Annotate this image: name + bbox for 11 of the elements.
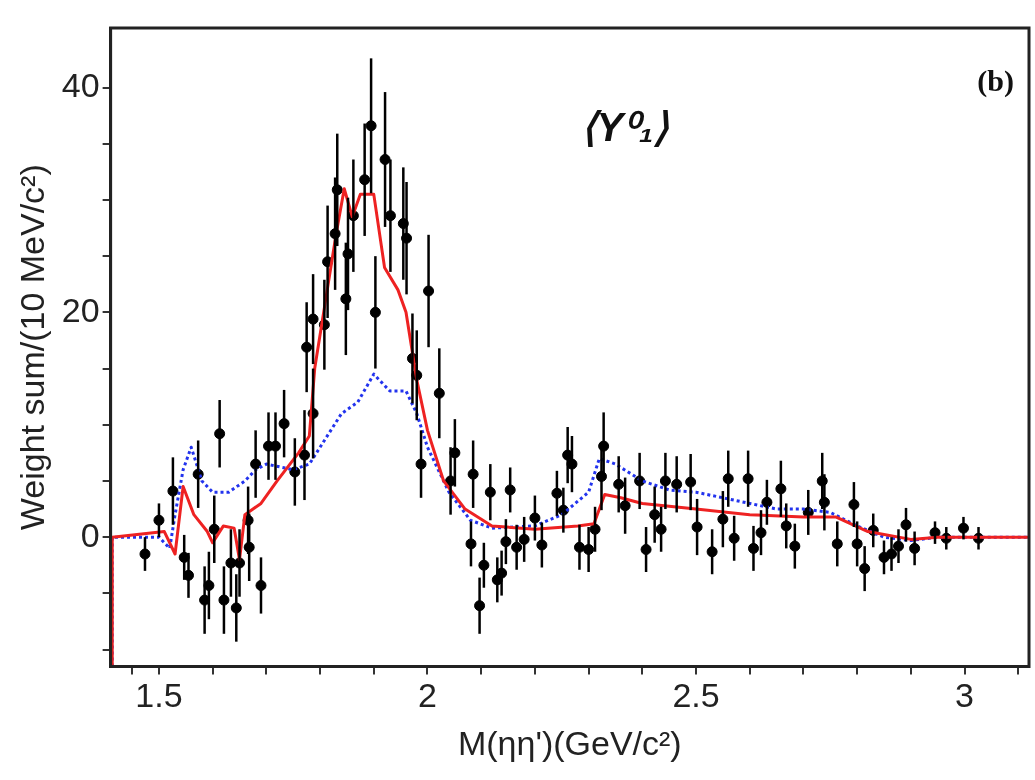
y-axis-title: Weight sum/(10 MeV/c²) [12,164,51,531]
x-tick-label: 2.5 [672,676,720,715]
annotation: ⟨Y⁰₁⟩ [580,105,670,150]
y-tick-label: 0 [80,515,100,554]
y-tick-label: 40 [61,65,100,104]
y-tick-label: 20 [61,290,100,329]
x-tick-label: 2 [418,676,437,715]
x-tick-label: 1.5 [135,676,183,715]
annotation: (b) [977,63,1014,98]
x-axis-title: M(ηη')(GeV/c²) [457,723,682,762]
x-tick-label: 3 [955,676,975,715]
